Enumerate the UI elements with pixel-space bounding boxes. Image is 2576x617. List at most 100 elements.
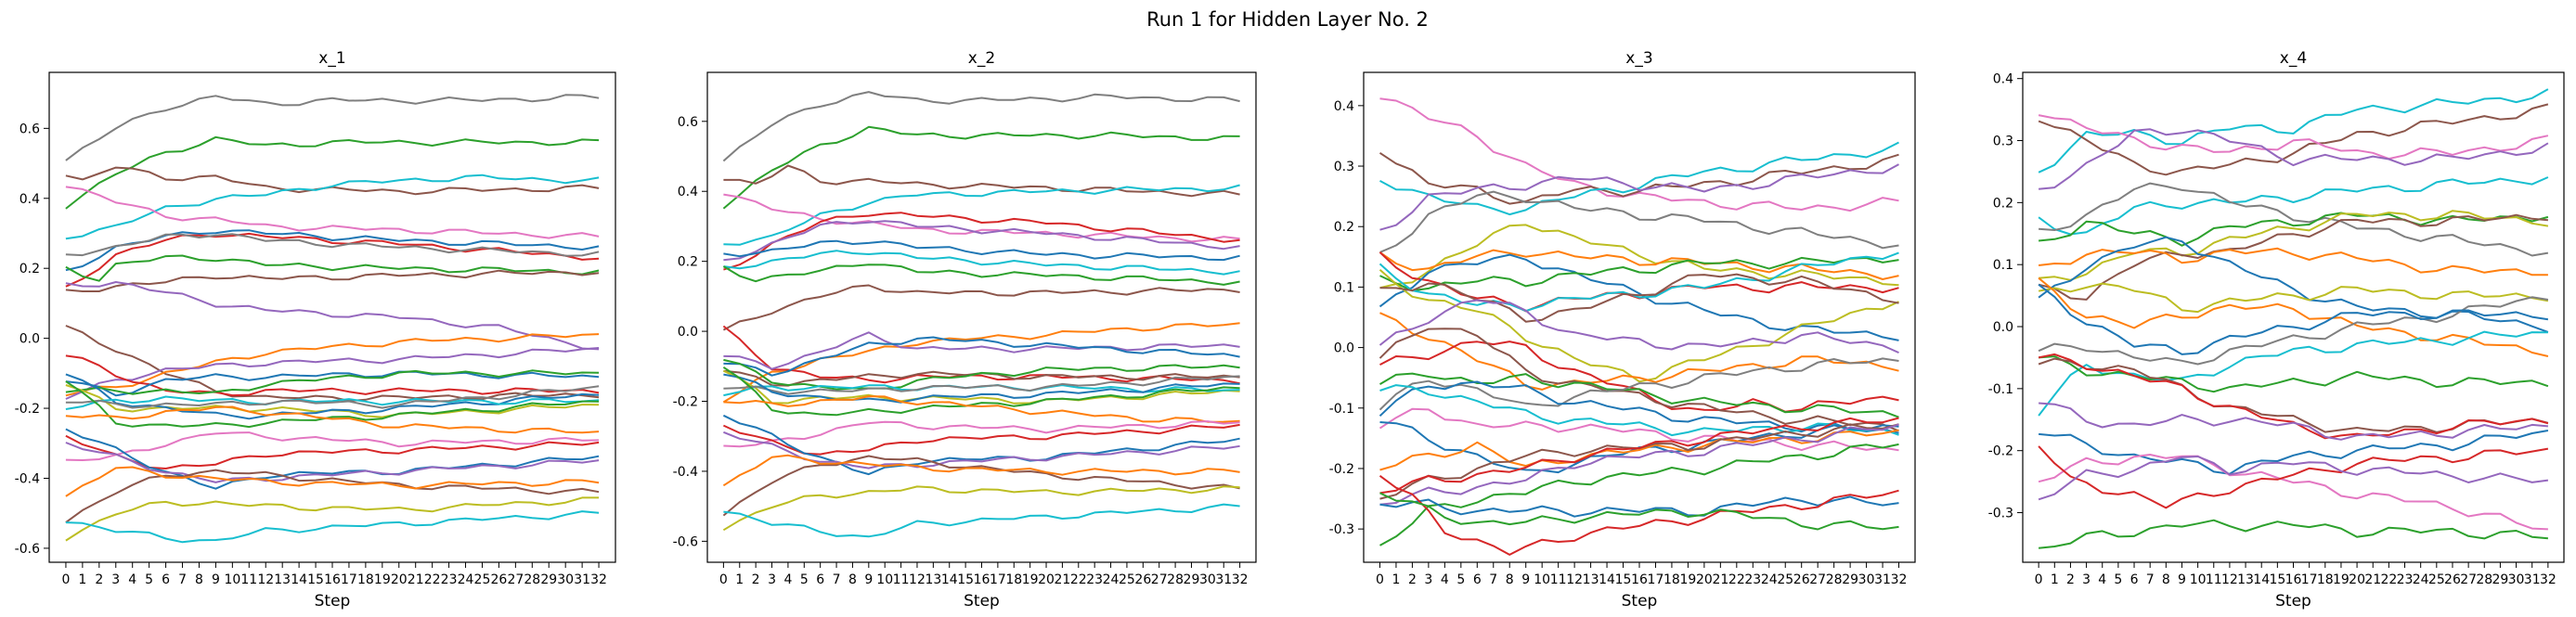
y-tick-label: 0.2 bbox=[1993, 196, 2013, 211]
y-tick-label: -0.4 bbox=[15, 471, 40, 486]
series-line bbox=[722, 264, 1240, 286]
series-line bbox=[722, 366, 1240, 417]
x-tick-label: 3 bbox=[768, 572, 776, 587]
x-tick-label: 12 bbox=[257, 572, 274, 587]
series-line bbox=[1379, 299, 1899, 354]
x-tick-label: 18 bbox=[1005, 572, 1022, 587]
y-tick-label: 0.2 bbox=[1334, 220, 1354, 235]
x-tick-label: 13 bbox=[2237, 572, 2254, 587]
series-line bbox=[723, 358, 1240, 391]
x-tick-label: 4 bbox=[1441, 572, 1449, 587]
chart-title: x_1 bbox=[318, 49, 345, 68]
x-tick-label: 25 bbox=[1777, 572, 1793, 587]
x-tick-label: 7 bbox=[1489, 572, 1497, 587]
x-tick-label: 19 bbox=[1679, 572, 1696, 587]
x-tick-label: 8 bbox=[195, 572, 203, 587]
x-tick-label: 15 bbox=[957, 572, 974, 587]
series-line bbox=[723, 239, 1240, 262]
x-tick-label: 28 bbox=[2476, 572, 2492, 587]
x-tick-label: 7 bbox=[833, 572, 841, 587]
series-line bbox=[723, 503, 1240, 538]
series-line bbox=[65, 347, 600, 400]
x-tick-label: 0 bbox=[719, 572, 728, 587]
series-line bbox=[65, 469, 600, 523]
series-line bbox=[2039, 355, 2549, 393]
chart-title: x_3 bbox=[1625, 49, 1652, 68]
chart-title: x_4 bbox=[2280, 49, 2307, 68]
series-line bbox=[1379, 97, 1899, 212]
series-line bbox=[1379, 492, 1899, 531]
x-tick-label: 27 bbox=[1809, 572, 1826, 587]
series-line bbox=[722, 125, 1240, 210]
x-tick-label: 11 bbox=[2206, 572, 2222, 587]
x-tick-label: 24 bbox=[1761, 572, 1778, 587]
x-tick-label: 23 bbox=[441, 572, 458, 587]
x-tick-label: 7 bbox=[2146, 572, 2155, 587]
x-tick-label: 30 bbox=[1858, 572, 1875, 587]
series-line bbox=[1379, 190, 1899, 253]
x-tick-label: 12 bbox=[2221, 572, 2238, 587]
series-line bbox=[723, 212, 1240, 271]
series-line bbox=[65, 281, 600, 351]
series-line bbox=[65, 325, 600, 403]
x-tick-label: 17 bbox=[990, 572, 1006, 587]
series-line bbox=[1379, 474, 1899, 556]
series-line bbox=[1379, 384, 1899, 437]
series-line bbox=[722, 322, 1240, 404]
series-line bbox=[2038, 454, 2548, 531]
x-tick-label: 32 bbox=[1232, 572, 1249, 587]
x-tick-label: 31 bbox=[1874, 572, 1891, 587]
x-tick-label: 1 bbox=[78, 572, 86, 587]
x-tick-label: 28 bbox=[1826, 572, 1843, 587]
x-tick-label: 2 bbox=[752, 572, 760, 587]
y-tick-label: 0.0 bbox=[678, 325, 698, 340]
series-line bbox=[65, 269, 600, 292]
y-tick-label: 0.2 bbox=[678, 255, 698, 270]
series-line bbox=[722, 369, 1240, 405]
series-line bbox=[1379, 249, 1899, 280]
series-line bbox=[2038, 445, 2549, 509]
series-line bbox=[65, 442, 600, 483]
x-tick-label: 16 bbox=[324, 572, 341, 587]
x-tick-label: 4 bbox=[783, 572, 792, 587]
x-tick-label: 26 bbox=[490, 572, 507, 587]
x-tick-label: 28 bbox=[1167, 572, 1184, 587]
series-line bbox=[2038, 519, 2548, 549]
series-line bbox=[723, 331, 1240, 370]
x-axis-label: Step bbox=[964, 592, 1000, 611]
x-tick-label: 3 bbox=[111, 572, 120, 587]
series-line bbox=[2038, 88, 2549, 174]
x-tick-label: 29 bbox=[1184, 572, 1200, 587]
series-line bbox=[2039, 128, 2549, 190]
x-tick-label: 15 bbox=[307, 572, 324, 587]
x-tick-label: 32 bbox=[590, 572, 607, 587]
x-tick-label: 18 bbox=[2317, 572, 2334, 587]
series-line bbox=[65, 496, 600, 542]
x-tick-label: 14 bbox=[1599, 572, 1615, 587]
x-tick-label: 27 bbox=[2460, 572, 2477, 587]
series-line bbox=[65, 369, 600, 395]
x-tick-label: 13 bbox=[925, 572, 941, 587]
y-tick-label: -0.2 bbox=[15, 402, 40, 417]
x-tick-label: 17 bbox=[341, 572, 357, 587]
x-tick-label: 22 bbox=[1728, 572, 1745, 587]
y-tick-label: 0.4 bbox=[678, 185, 698, 199]
x-tick-label: 20 bbox=[391, 572, 408, 587]
series-line bbox=[1379, 443, 1899, 546]
x-tick-label: 5 bbox=[2114, 572, 2122, 587]
series-line bbox=[1379, 163, 1899, 231]
series-line bbox=[2038, 282, 2549, 314]
series-line bbox=[723, 250, 1240, 276]
series-line bbox=[65, 385, 600, 409]
x-tick-label: 10 bbox=[876, 572, 893, 587]
x-tick-label: 8 bbox=[1506, 572, 1514, 587]
x-tick-label: 5 bbox=[145, 572, 153, 587]
series-line bbox=[1379, 380, 1899, 434]
x-tick-label: 31 bbox=[1215, 572, 1232, 587]
series-line bbox=[723, 193, 1240, 243]
chart-title: x_2 bbox=[968, 49, 995, 68]
x-tick-label: 16 bbox=[1631, 572, 1648, 587]
x-tick-label: 6 bbox=[816, 572, 824, 587]
y-tick-label: 0.2 bbox=[19, 262, 40, 276]
